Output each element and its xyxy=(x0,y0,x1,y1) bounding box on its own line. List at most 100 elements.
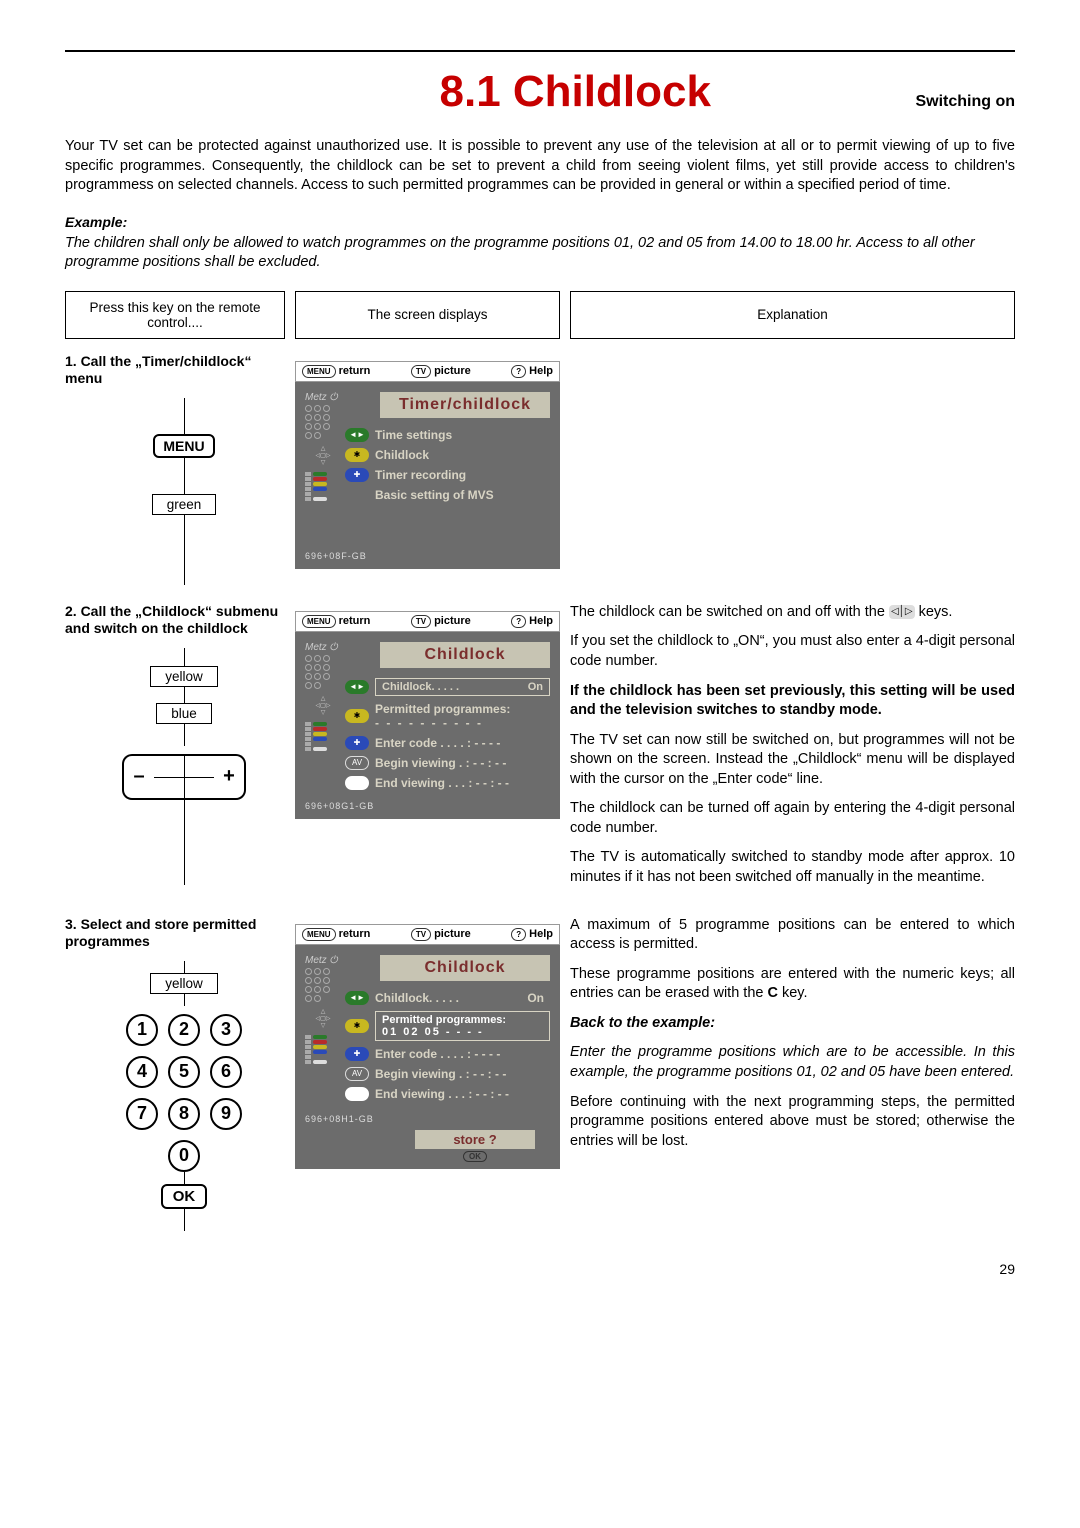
minus-button[interactable]: – xyxy=(122,754,154,800)
page-subtitle: Switching on xyxy=(915,93,1015,111)
end-viewing: End viewing . . . : - - : - - xyxy=(375,776,550,790)
c-key: C xyxy=(767,985,777,1001)
step2-remote: 2. Call the „Childlock“ submenu and swit… xyxy=(65,603,285,898)
page-number: 29 xyxy=(65,1261,1015,1277)
numkey-7[interactable]: 7 xyxy=(126,1098,158,1130)
menu-pill-icon: MENU xyxy=(302,928,336,941)
left-right-arrow-icon: ◁│▷ xyxy=(889,605,915,619)
help-label: Help xyxy=(529,928,553,940)
return-label: return xyxy=(339,365,371,377)
text: If you set the childlock to „ON“, you mu… xyxy=(570,632,1015,671)
numkey-8[interactable]: 8 xyxy=(168,1098,200,1130)
step3-remote: 3. Select and store permitted programmes… xyxy=(65,916,285,1231)
help-pill-icon: ? xyxy=(511,928,526,941)
connector-line xyxy=(184,398,185,434)
numeric-keypad: 1 2 3 4 5 6 7 8 9 0 xyxy=(126,1014,242,1172)
tv-pill-icon: TV xyxy=(411,615,431,628)
ok-button[interactable]: OK xyxy=(161,1184,208,1209)
screen-foot: 696+08H1-GB xyxy=(305,1110,550,1124)
numkey-0[interactable]: 0 xyxy=(168,1140,200,1172)
begin-viewing: Begin viewing . : - - : - - xyxy=(375,756,550,770)
label: Childlock. . . . . xyxy=(382,681,459,693)
childlock-state: Childlock. . . . . On xyxy=(375,678,550,696)
picture-label: picture xyxy=(434,365,471,377)
enter-code: Enter code . . . . : - - - - xyxy=(375,1047,550,1061)
col-remote: Press this key on the remote control.... xyxy=(65,291,285,339)
permitted-label: Permitted programmes:- - - - - - - - - - xyxy=(375,702,550,730)
yellow-button-label[interactable]: yellow xyxy=(150,666,218,687)
return-label: return xyxy=(339,615,371,627)
screen-foot: 696+08G1-GB xyxy=(305,797,550,811)
text-bold: If the childlock has been set previously… xyxy=(570,682,1015,721)
screen-topbar: MENU return TV picture ? Help xyxy=(295,361,560,382)
numkey-2[interactable]: 2 xyxy=(168,1014,200,1046)
title-bar: 8.1 Childlock Switching on xyxy=(65,50,1015,117)
white-icon xyxy=(345,776,369,790)
remote-icon-grid: Metz ⏻ △◁▢▷▽ xyxy=(305,642,341,751)
connector-line xyxy=(184,648,185,666)
menu-item: Basic setting of MVS xyxy=(375,488,550,502)
menu-item: Childlock xyxy=(375,448,550,462)
begin-viewing: Begin viewing . : - - : - - xyxy=(375,1067,550,1081)
help-pill-icon: ? xyxy=(511,365,526,378)
green-button-label[interactable]: green xyxy=(152,494,217,515)
plus-button[interactable]: + xyxy=(214,754,246,800)
plus-minus-control[interactable]: – + xyxy=(122,754,246,800)
col-screen: The screen displays xyxy=(295,291,560,339)
text: The TV set can now still be switched on,… xyxy=(570,731,1015,790)
step1-screen: MENU return TV picture ? Help Metz ⏻ △◁▢… xyxy=(295,361,560,585)
help-pill-icon: ? xyxy=(511,615,526,628)
blue-button-label[interactable]: blue xyxy=(156,703,212,724)
yellow-button-label[interactable]: yellow xyxy=(150,973,218,994)
permitted-box: Permitted programmes:01 02 05 - - - - xyxy=(375,1011,550,1041)
connector-line xyxy=(184,800,185,885)
step3-screen: MENU return TV picture ? Help Metz ⏻ △◁▢… xyxy=(295,924,560,1231)
tv-pill-icon: TV xyxy=(411,928,431,941)
return-label: return xyxy=(339,928,371,940)
example-heading: Example: xyxy=(65,214,1015,230)
text: Before continuing with the next programm… xyxy=(570,1093,1015,1152)
step2-title: 2. Call the „Childlock“ submenu and swit… xyxy=(65,603,285,638)
step1-title: 1. Call the „Timer/childlock“ menu xyxy=(65,353,285,388)
value: On xyxy=(528,681,543,693)
example-body: The children shall only be allowed to wa… xyxy=(65,234,1015,273)
text: keys. xyxy=(915,604,953,620)
store-prompt: store ? xyxy=(415,1130,535,1149)
step3-explain: A maximum of 5 programme positions can b… xyxy=(570,916,1015,1231)
connector-line xyxy=(184,458,185,494)
numkey-3[interactable]: 3 xyxy=(210,1014,242,1046)
page-title: 8.1 Childlock xyxy=(65,67,915,117)
picture-label: picture xyxy=(434,615,471,627)
connector-line xyxy=(184,687,185,703)
intro-text: Your TV set can be protected against una… xyxy=(65,137,1015,196)
help-label: Help xyxy=(529,615,553,627)
menu-button[interactable]: MENU xyxy=(153,434,214,458)
text: These programme positions are entered wi… xyxy=(570,965,1015,1004)
menu-item: Timer recording xyxy=(375,468,550,482)
help-label: Help xyxy=(529,365,553,377)
text: A maximum of 5 programme positions can b… xyxy=(570,916,1015,955)
connector-line xyxy=(184,994,185,1006)
numkey-6[interactable]: 6 xyxy=(210,1056,242,1088)
numkey-5[interactable]: 5 xyxy=(168,1056,200,1088)
numkey-9[interactable]: 9 xyxy=(210,1098,242,1130)
yellow-icon: ✱ xyxy=(345,1019,369,1033)
step2-explain: The childlock can be switched on and off… xyxy=(570,603,1015,898)
remote-icon-grid: Metz ⏻ △◁▢▷▽ xyxy=(305,955,341,1064)
connector-line xyxy=(184,724,185,746)
blue-icon: ✚ xyxy=(345,1047,369,1061)
green-icon: ◄► xyxy=(345,428,369,442)
end-viewing: End viewing . . . : - - : - - xyxy=(375,1087,550,1101)
screen-topbar: MENU return TV picture ? Help xyxy=(295,611,560,632)
numkey-1[interactable]: 1 xyxy=(126,1014,158,1046)
ok-hint: OK xyxy=(415,1151,535,1161)
step1-remote: 1. Call the „Timer/childlock“ menu MENU … xyxy=(65,353,285,585)
blue-icon: ✚ xyxy=(345,736,369,750)
col-explain: Explanation xyxy=(570,291,1015,339)
numkey-4[interactable]: 4 xyxy=(126,1056,158,1088)
text-italic: Enter the programme positions which are … xyxy=(570,1043,1015,1082)
green-icon: ◄► xyxy=(345,991,369,1005)
permitted-values: - - - - - - - - - - xyxy=(375,716,483,730)
cross-pad[interactable] xyxy=(154,754,214,800)
step2-row: 2. Call the „Childlock“ submenu and swit… xyxy=(65,603,1015,898)
